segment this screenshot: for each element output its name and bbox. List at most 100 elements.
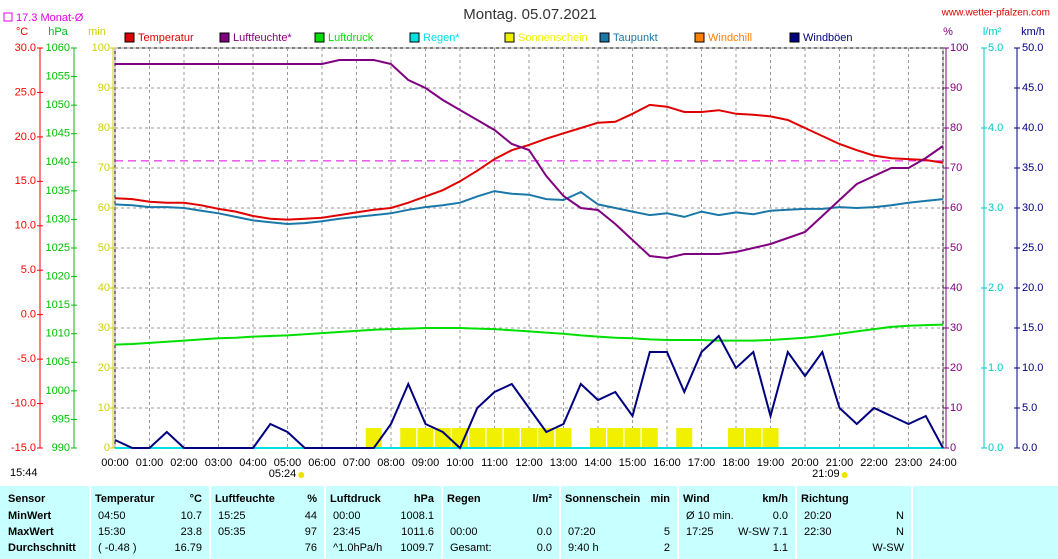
sunset-marker	[841, 472, 848, 478]
legend-swatch	[219, 32, 230, 43]
y-tick-label: 40	[98, 282, 110, 294]
y-tick-label: -15.0	[11, 442, 36, 454]
sunshine-bar	[417, 428, 434, 448]
table-unit: %	[307, 493, 317, 505]
y-tick-label: 20.0	[1022, 282, 1043, 294]
table-cell: Ø 10 min.	[686, 510, 734, 522]
month-average-icon	[3, 12, 13, 22]
y-tick-label: 0.0	[988, 442, 1003, 454]
table-cell: 10.7	[181, 510, 202, 522]
y-tick-label: 35.0	[1022, 162, 1043, 174]
y-tick-label: 70	[950, 162, 962, 174]
table-cell: W-SW	[872, 542, 904, 554]
y-tick-label: 50	[98, 242, 110, 254]
y-tick-label: 90	[98, 82, 110, 94]
table-cell: N	[896, 526, 904, 538]
sunshine-bar	[624, 428, 641, 448]
y-tick-label: 1045	[46, 128, 70, 140]
legend-swatch	[409, 32, 420, 43]
y-tick-label: 0.0	[21, 309, 36, 321]
table-unit: hPa	[414, 493, 435, 505]
x-tick-label: 10:00	[446, 457, 474, 469]
table-cell: 0.0	[537, 542, 552, 554]
legend-label: Regen*	[423, 32, 460, 44]
x-tick-label: 24:00	[929, 457, 957, 469]
y-tick-label: 995	[52, 413, 70, 425]
sunshine-bar	[469, 428, 486, 448]
y-tick-label: 1060	[46, 42, 70, 54]
y-tick-label: 1055	[46, 70, 70, 82]
sunrise-label: 05:24	[269, 468, 297, 480]
y-tick-label: 30	[950, 322, 962, 334]
y-tick-label: 20	[98, 362, 110, 374]
y-tick-label: 1030	[46, 213, 70, 225]
sunshine-bar	[762, 428, 779, 448]
y-tick-label: 15.0	[15, 175, 36, 187]
y-tick-label: 10	[950, 402, 962, 414]
y-tick-label: 1020	[46, 270, 70, 282]
table-cell: N	[896, 510, 904, 522]
y-tick-label: 10	[98, 402, 110, 414]
sunshine-bar	[590, 428, 606, 448]
y-tick-label: 60	[950, 202, 962, 214]
sunshine-bar	[641, 428, 658, 448]
row-label: MaxWert	[8, 526, 54, 538]
y-tick-label: 30.0	[1022, 202, 1043, 214]
y-tick-label: 3.0	[988, 202, 1003, 214]
x-tick-label: 03:00	[205, 457, 233, 469]
series-line	[114, 190, 944, 226]
axis-unit: min	[88, 26, 106, 38]
table-cell: 00:00	[450, 526, 478, 538]
legend-swatch	[124, 32, 135, 43]
y-tick-label: -5.0	[17, 353, 36, 365]
table-header: Sonnenschein	[565, 493, 640, 505]
chart-title: Montag. 05.07.2021	[463, 6, 596, 23]
table-cell: 15:30	[98, 526, 126, 538]
x-tick-label: 20:00	[791, 457, 819, 469]
y-tick-label: 80	[950, 122, 962, 134]
table-cell: Gesamt:	[450, 542, 492, 554]
y-tick-label: 15.0	[1022, 322, 1043, 334]
sunshine-bar	[555, 428, 572, 448]
y-tick-label: 100	[950, 42, 968, 54]
legend-label: Windböen	[803, 32, 853, 44]
source: www.wetter-pfalzen.com	[941, 8, 1050, 19]
x-tick-label: 02:00	[170, 457, 198, 469]
y-tick-label: 1050	[46, 99, 70, 111]
y-tick-label: 60	[98, 202, 110, 214]
table-header: Luftfeuchte	[215, 493, 275, 505]
table-cell: W-SW 7.1	[738, 526, 788, 538]
y-tick-label: 5.0	[21, 264, 36, 276]
y-tick-label: 50.0	[1022, 42, 1043, 54]
y-tick-label: 10.0	[1022, 362, 1043, 374]
legend-label: Luftfeuchte*	[233, 32, 292, 44]
x-tick-label: 21:00	[826, 457, 854, 469]
x-tick-label: 12:00	[515, 457, 543, 469]
y-tick-label: 40.0	[1022, 122, 1043, 134]
table-unit: min	[650, 493, 670, 505]
table-cell: 00:00	[333, 510, 361, 522]
table-cell: 16.79	[174, 542, 202, 554]
table-cell: 07:20	[568, 526, 596, 538]
legend-label: Temperatur	[138, 32, 194, 44]
axis-unit: km/h	[1021, 26, 1045, 38]
y-tick-label: 1015	[46, 299, 70, 311]
axis-unit: %	[943, 26, 953, 38]
sunshine-bar	[538, 428, 555, 448]
y-tick-label: 1.0	[988, 362, 1003, 374]
table-unit: km/h	[762, 493, 788, 505]
x-tick-label: 05:00	[274, 457, 302, 469]
series-line	[114, 323, 944, 346]
legend-swatch	[599, 32, 610, 43]
y-tick-label: 30.0	[15, 42, 36, 54]
y-tick-label: 1000	[46, 385, 70, 397]
sunshine-bar	[452, 428, 468, 448]
table-unit: l/m²	[532, 493, 552, 505]
legend-swatch	[789, 32, 800, 43]
x-tick-label: 07:00	[343, 457, 371, 469]
y-tick-label: 4.0	[988, 122, 1003, 134]
table-cell: 1.1	[773, 542, 788, 554]
y-tick-label: 1040	[46, 156, 70, 168]
y-tick-label: 0.0	[1022, 442, 1037, 454]
